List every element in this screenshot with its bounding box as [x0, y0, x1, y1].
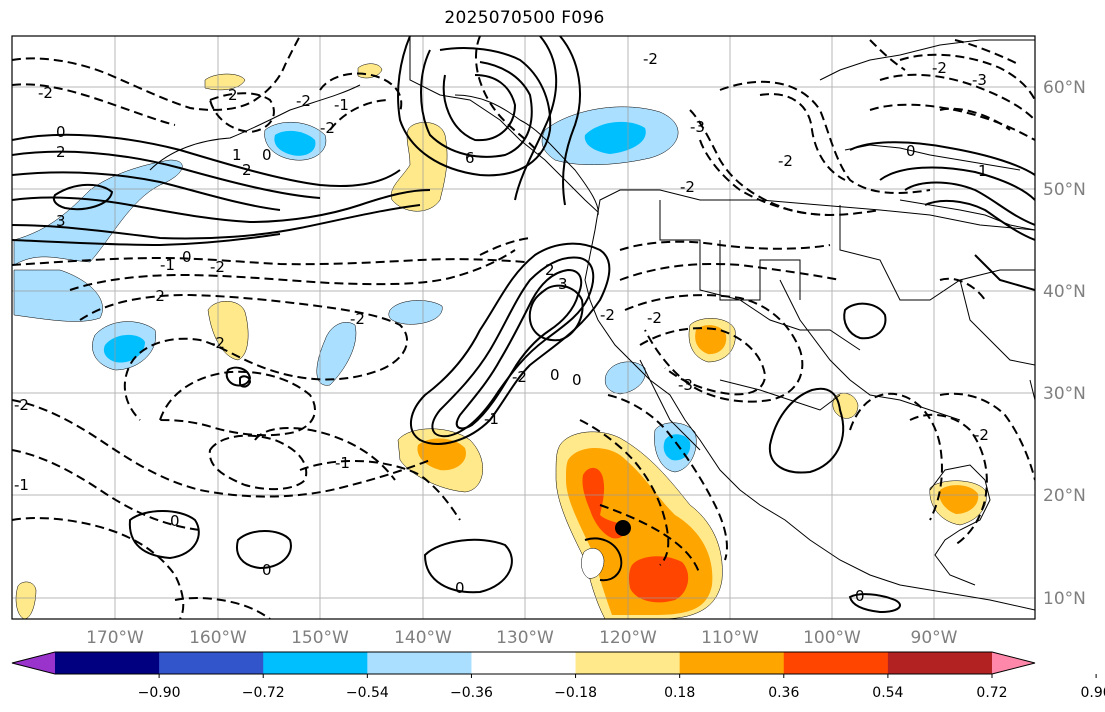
- contour-label: 2: [545, 261, 555, 279]
- solid-contours: [12, 36, 1035, 614]
- contour-label: -2: [680, 178, 695, 196]
- colorbar-segment: [367, 652, 472, 674]
- contour-label: -2: [210, 258, 225, 276]
- lon-label: 170°W: [86, 628, 144, 648]
- lat-label: 50°N: [1043, 180, 1086, 200]
- colorbar-tick-label: 0.36: [768, 685, 799, 701]
- colorbar-tick-label: −0.90: [138, 685, 181, 701]
- lon-label: 110°W: [701, 628, 759, 648]
- contour-label: -2: [600, 306, 615, 324]
- contour-label: -2: [38, 84, 53, 102]
- colorbar-extend-min: [12, 652, 55, 674]
- lat-label: 40°N: [1043, 282, 1086, 302]
- colorbar-tick-label: −0.72: [242, 685, 285, 701]
- colorbar-segment: [575, 652, 681, 674]
- contour-label: -1: [14, 476, 29, 494]
- contour-label: 1: [232, 146, 242, 164]
- contour-label: 0: [855, 587, 865, 605]
- colorbar-tick-label: 0.72: [976, 685, 1007, 701]
- contour-label: -2: [320, 119, 335, 137]
- contour-label: 1: [978, 162, 988, 180]
- contour-label: 2: [56, 143, 66, 161]
- lon-label: 120°W: [599, 628, 657, 648]
- contour-label: 0: [262, 146, 272, 164]
- contour-label: 2: [242, 161, 252, 179]
- longitude-labels: 170°W 160°W 150°W 140°W 130°W 120°W 110°…: [86, 628, 958, 648]
- contour-label: -2: [210, 334, 225, 352]
- lon-label: 140°W: [394, 628, 452, 648]
- contour-label: 6: [465, 149, 475, 167]
- colorbar-segment: [679, 652, 785, 674]
- colorbar-segment: [263, 652, 368, 674]
- colorbar-extend-max: [992, 652, 1035, 674]
- colorbar-tick-label: 0.18: [664, 685, 695, 701]
- contour-label: -1: [160, 256, 175, 274]
- lon-label: 130°W: [496, 628, 554, 648]
- contour-label: -2: [150, 287, 165, 305]
- contour-label: -2: [14, 396, 29, 414]
- lat-label: 60°N: [1043, 78, 1086, 98]
- colorbar-segment: [471, 652, 577, 674]
- colorbar-segment: [783, 652, 889, 674]
- map-frame: [11, 35, 1036, 620]
- contour-label: -1: [335, 454, 350, 472]
- colorbar-tick-label: −0.54: [346, 685, 389, 701]
- lon-label: 100°W: [803, 628, 861, 648]
- contour-label: -2: [778, 152, 793, 170]
- contour-label: -3: [972, 71, 987, 89]
- lon-label: 150°W: [291, 628, 349, 648]
- contour-label: 0: [455, 579, 465, 597]
- colorbar-tick-label: −0.36: [450, 685, 493, 701]
- lat-label: 10°N: [1043, 589, 1086, 609]
- colorbar-segment: [55, 652, 160, 674]
- colorbar-ticks: −0.90 −0.72 −0.54 −0.36 −0.18 0.18 0.36 …: [138, 685, 1105, 701]
- contour-label: 3: [56, 212, 66, 230]
- contour-label: -2: [512, 368, 527, 386]
- contour-label: -2: [647, 309, 662, 327]
- contour-label: -2: [932, 59, 947, 77]
- colorbar-segment: [159, 652, 264, 674]
- contour-label: -2: [974, 426, 989, 444]
- colorbar-segment: [887, 652, 993, 674]
- lat-label: 30°N: [1043, 384, 1086, 404]
- contour-label: 3: [558, 275, 568, 293]
- contour-label: 0: [906, 142, 916, 160]
- contour-label: 2: [228, 86, 238, 104]
- colorbar-tick-label: 0.54: [872, 685, 903, 701]
- contour-label: 0: [262, 561, 272, 579]
- lon-label: 90°W: [911, 628, 958, 648]
- contour-label: -3: [678, 376, 693, 394]
- colorbar-tick-label: 0.90: [1081, 685, 1105, 701]
- contour-label: 0: [572, 371, 582, 389]
- contour-label: 0: [170, 512, 180, 530]
- lat-label: 20°N: [1043, 486, 1086, 506]
- contour-label: 0: [550, 366, 560, 384]
- location-marker: [615, 520, 631, 536]
- contour-label: -2: [296, 92, 311, 110]
- contour-label: 0: [182, 248, 192, 266]
- dashed-contours: [12, 36, 1035, 619]
- contour-label: -2: [643, 50, 658, 68]
- colorbar-tick-label: −0.18: [554, 685, 597, 701]
- contour-labels: 0 2 1 2 3 -2 -2 -1 0 -2 2 -2 0 6 -2 -3 -…: [14, 50, 989, 605]
- map-title: 2025070500 F096: [444, 8, 605, 28]
- latitude-labels: 60°N 50°N 40°N 30°N 20°N 10°N: [1043, 78, 1086, 609]
- contour-label: -2: [350, 310, 365, 328]
- contour-label: -1: [334, 96, 349, 114]
- gridlines: [12, 36, 1035, 619]
- shading-layer: [13, 63, 987, 619]
- contour-label: -3: [690, 118, 705, 136]
- colorbar: [11, 651, 1097, 678]
- lon-label: 160°W: [189, 628, 247, 648]
- contour-label: -1: [484, 410, 499, 428]
- contour-label: 0: [56, 123, 66, 141]
- colorbar-outline: [11, 651, 1036, 675]
